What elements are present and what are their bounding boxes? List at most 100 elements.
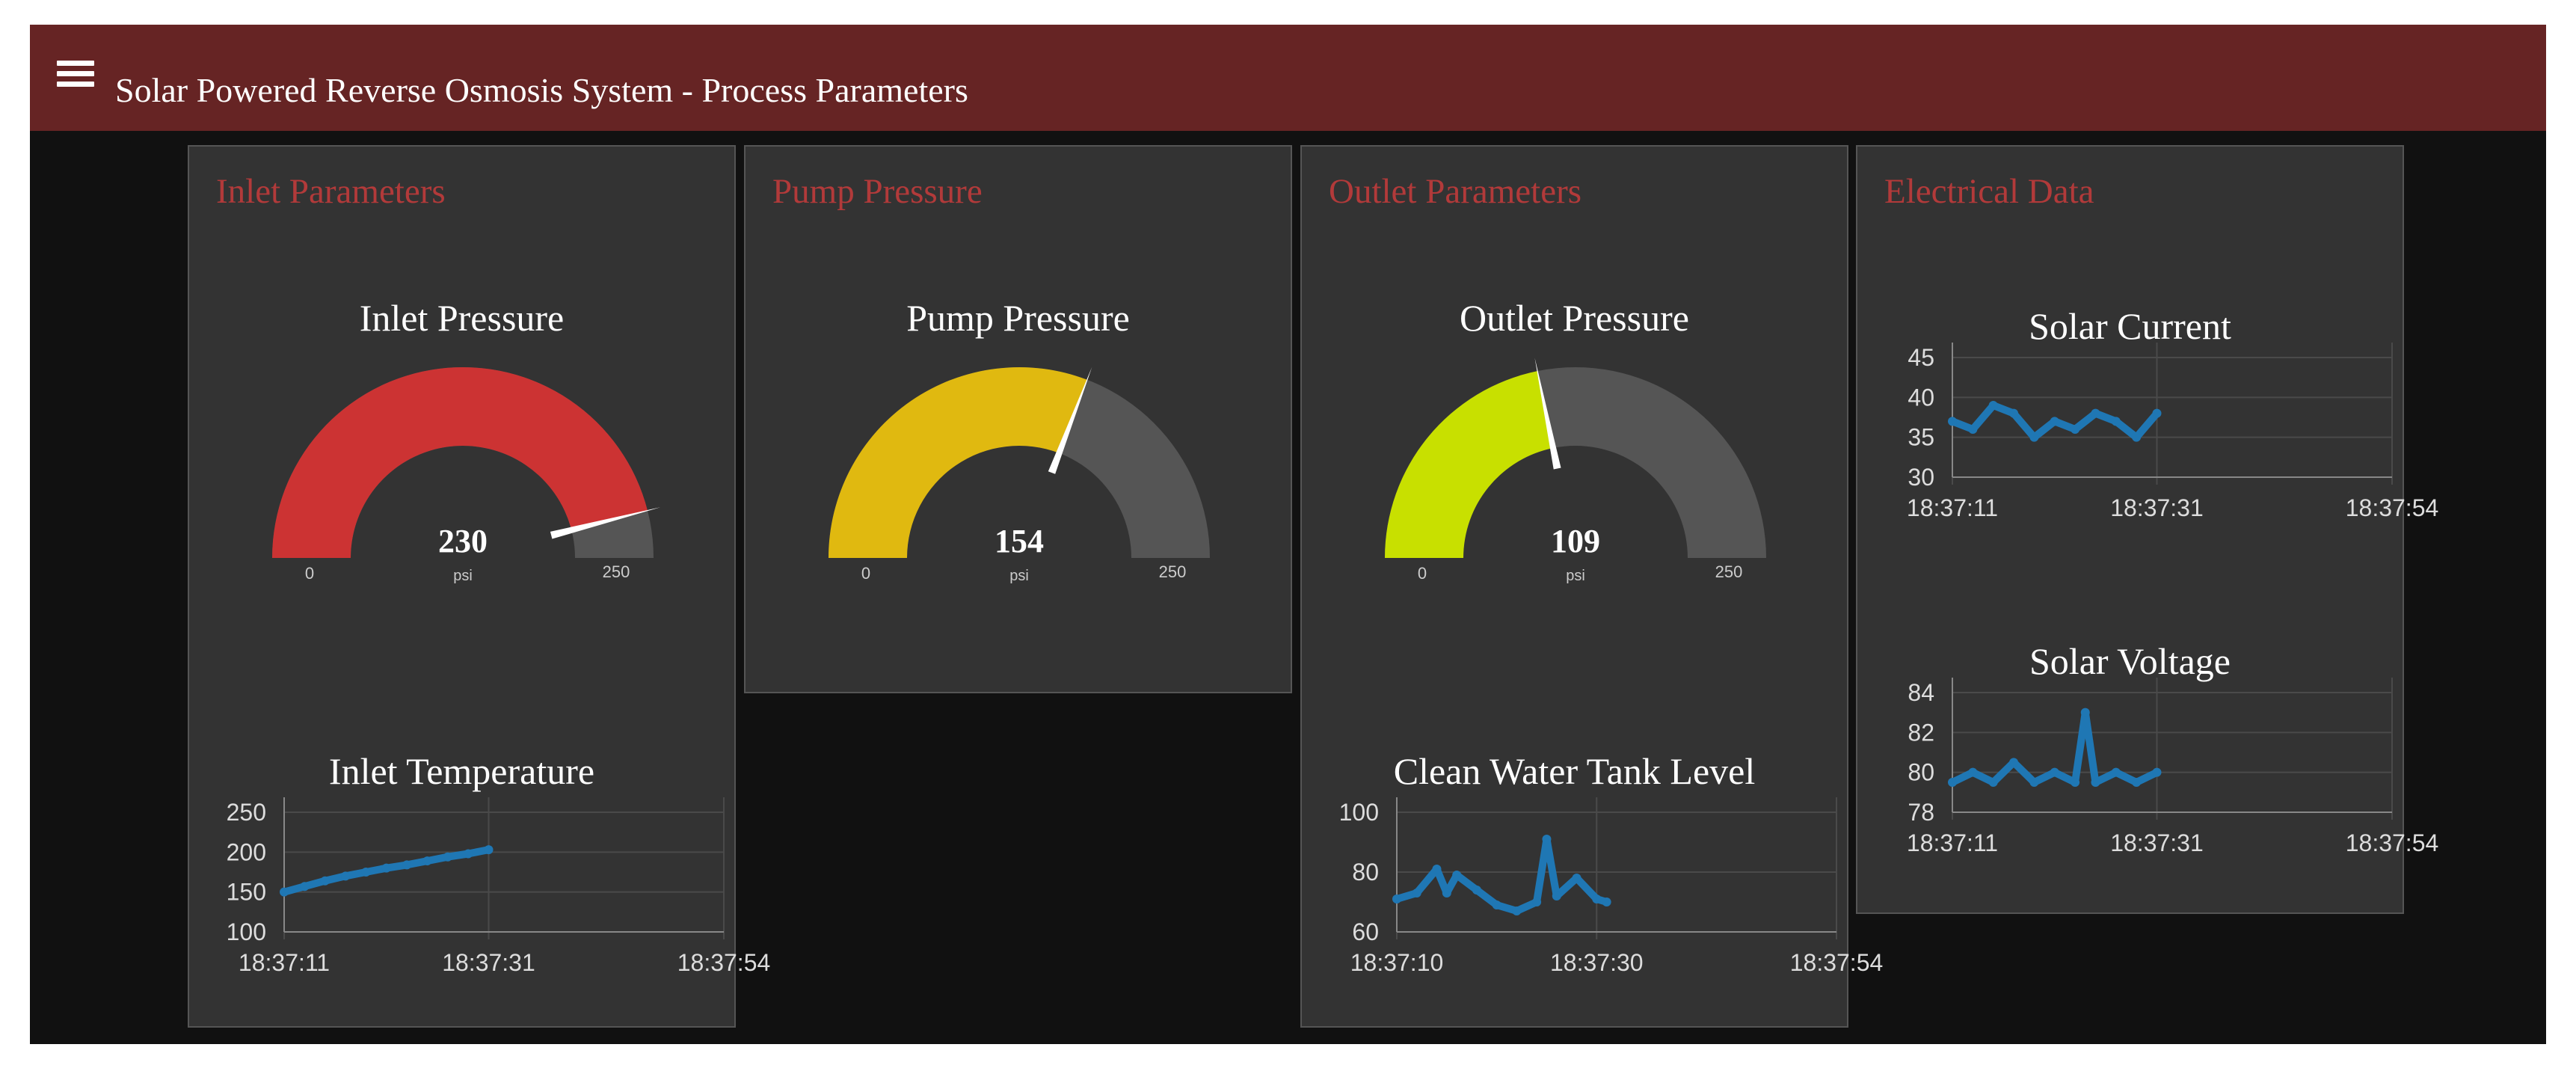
data-point (2132, 432, 2142, 442)
menu-icon[interactable] (57, 55, 94, 92)
y-tick-label: 35 (1908, 424, 1934, 451)
gauge-max: 250 (603, 562, 630, 581)
x-tick-label: 18:37:11 (1907, 494, 1998, 521)
data-point (300, 882, 310, 892)
y-tick-label: 84 (1908, 679, 1934, 706)
data-point (2029, 778, 2039, 787)
data-point (1392, 895, 1401, 903)
inlet-pressure-gauge: 230 psi 0 250 (272, 366, 661, 584)
gauge-fill (272, 366, 648, 558)
data-point (2111, 417, 2121, 426)
pump-pressure-label: Pump Pressure (906, 297, 1130, 339)
data-point (2071, 778, 2080, 787)
outlet-pressure-label: Outlet Pressure (1460, 297, 1689, 339)
data-point (1572, 874, 1581, 883)
data-point (402, 860, 412, 870)
data-point (280, 887, 289, 897)
y-tick-label: 78 (1908, 799, 1934, 826)
data-point (1452, 871, 1462, 880)
data-point (1602, 898, 1611, 906)
gauge-units: psi (1566, 568, 1585, 584)
data-point (2152, 408, 2162, 418)
data-point (464, 849, 473, 859)
gauge-needle (1048, 366, 1092, 474)
page-title: Solar Powered Reverse Osmosis System - P… (115, 71, 968, 109)
gauge-needle (1534, 358, 1561, 470)
x-tick-label: 18:37:54 (2346, 494, 2439, 521)
data-point (1442, 889, 1451, 898)
data-point (2071, 425, 2080, 434)
data-point (1988, 778, 1998, 787)
card-inlet-parameters: Inlet Parameters Inlet Pressure 230 psi 0 2… (188, 145, 770, 1028)
y-tick-label: 100 (227, 918, 266, 945)
card-header: Electrical Data (1884, 172, 2094, 211)
x-tick-label: 18:37:31 (442, 949, 535, 976)
data-point (1542, 835, 1552, 844)
gauge-value: 230 (438, 523, 488, 559)
x-tick-label: 18:37:31 (2110, 829, 2204, 856)
data-point (361, 868, 371, 877)
data-point (1432, 865, 1442, 874)
card-header: Outlet Parameters (1329, 172, 1582, 211)
gauge-max: 250 (1159, 562, 1187, 581)
data-point (341, 871, 351, 881)
inlet-temperature-label: Inlet Temperature (328, 750, 595, 792)
x-tick-label: 18:37:54 (677, 949, 771, 976)
data-point (2111, 767, 2121, 777)
gauge-value: 154 (995, 523, 1044, 559)
data-point (1552, 892, 1561, 900)
data-point (1988, 401, 1998, 410)
inlet-pressure-label: Inlet Pressure (359, 297, 565, 339)
data-point (1948, 417, 1957, 426)
y-tick-label: 80 (1908, 759, 1934, 786)
data-point (484, 845, 494, 855)
data-point (2050, 767, 2059, 777)
pump-pressure-gauge: 154 psi 0 250 (829, 366, 1210, 584)
x-tick-label: 18:37:11 (1907, 829, 1998, 856)
data-point (2152, 767, 2162, 777)
x-tick-label: 18:37:10 (1350, 949, 1444, 976)
data-point (1472, 886, 1481, 895)
card-header: Inlet Parameters (216, 172, 446, 211)
solar-voltage-label: Solar Voltage (2029, 640, 2231, 682)
data-point (1968, 767, 1978, 777)
solar-current-label: Solar Current (2029, 305, 2231, 347)
gauge-value: 109 (1551, 523, 1600, 559)
gauge-needle (550, 507, 661, 539)
y-tick-label: 82 (1908, 719, 1934, 746)
gauge-units: psi (1009, 568, 1029, 584)
outlet-pressure-gauge: 109 psi 0 250 (1385, 358, 1766, 584)
data-point (2009, 408, 2019, 418)
clean-water-tank-level-label: Clean Water Tank Level (1393, 750, 1756, 792)
y-tick-label: 80 (1352, 859, 1379, 886)
y-tick-label: 40 (1908, 384, 1934, 411)
inlet-temperature-chart: 100 150 200 250 18:37:11 18:37:31 18:37:54 (227, 797, 770, 976)
data-point (1532, 898, 1542, 906)
card-pump-pressure: Pump Pressure Pump Pressure 154 psi 0 250 (744, 145, 1292, 693)
x-tick-label: 18:37:30 (1550, 949, 1644, 976)
data-point (2050, 417, 2059, 426)
toolbar: Solar Powered Reverse Osmosis System - P… (30, 25, 2546, 131)
y-tick-label: 60 (1352, 918, 1379, 945)
data-point (2029, 432, 2039, 442)
solar-current-chart: 30 35 40 45 18:37:11 18:37:31 18:37:54 (1907, 343, 2438, 521)
clean-water-tank-level-chart: 60 80 100 18:37:10 18:37:30 18:37:54 (1339, 797, 1883, 976)
y-tick-label: 45 (1908, 344, 1934, 371)
data-point (2080, 708, 2090, 717)
data-point (381, 863, 391, 873)
data-point (2091, 778, 2100, 787)
data-point (422, 856, 432, 866)
data-point (2091, 408, 2100, 418)
x-tick-label: 18:37:54 (1790, 949, 1884, 976)
gauge-min: 0 (861, 564, 870, 583)
gauge-min: 0 (305, 564, 314, 583)
data-point (1492, 900, 1501, 909)
card-electrical-data: Electrical Data Solar Current 30 35 40 45 18… (1856, 145, 2438, 914)
gauge-units: psi (453, 568, 473, 584)
data-point (2009, 758, 2019, 767)
y-tick-label: 250 (227, 799, 266, 826)
data-point (1968, 425, 1978, 434)
gauge-fill (829, 366, 1087, 558)
y-tick-label: 30 (1908, 464, 1934, 491)
x-tick-label: 18:37:11 (239, 949, 330, 976)
